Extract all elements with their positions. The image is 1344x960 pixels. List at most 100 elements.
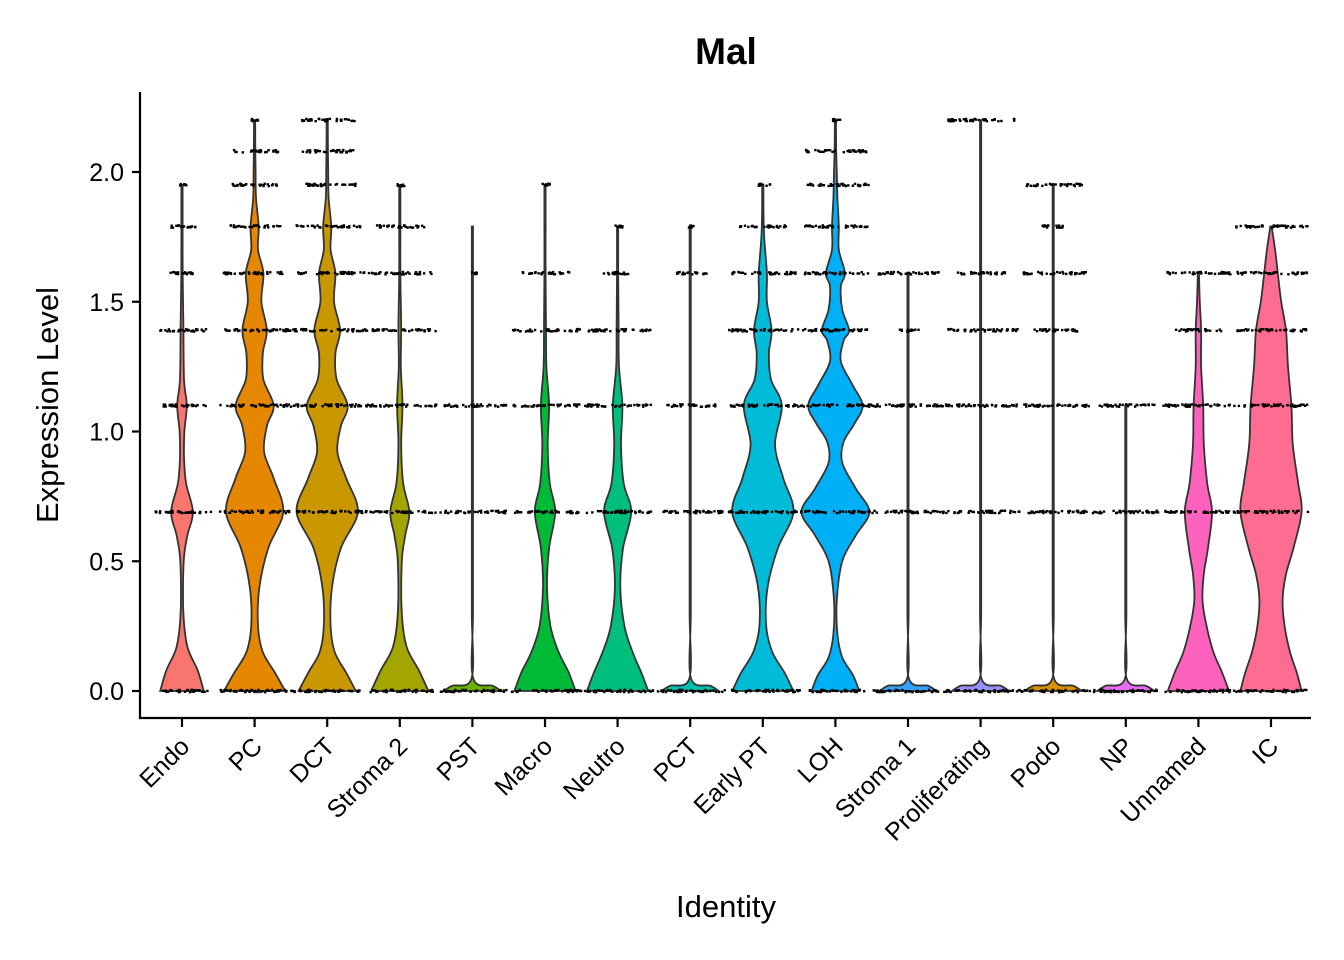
jitter-point	[321, 118, 324, 121]
jitter-point	[990, 403, 994, 407]
jitter-point	[1106, 405, 1110, 408]
jitter-point	[793, 511, 796, 514]
jitter-point	[1108, 690, 1111, 693]
jitter-point	[546, 182, 550, 185]
jitter-point	[551, 330, 555, 333]
jitter-point	[1026, 183, 1029, 186]
jitter-point	[1006, 328, 1009, 331]
jitter-point	[382, 224, 386, 227]
jitter-point	[812, 510, 815, 513]
jitter-point	[333, 690, 337, 693]
jitter-point	[471, 405, 474, 408]
jitter-point	[558, 271, 561, 274]
jitter-point	[933, 272, 936, 275]
jitter-point	[279, 688, 282, 692]
jitter-point	[329, 149, 333, 153]
jitter-point	[793, 690, 797, 693]
jitter-point	[838, 273, 842, 276]
jitter-point	[859, 403, 862, 406]
jitter-point	[899, 510, 903, 513]
jitter-point	[639, 329, 642, 332]
jitter-point	[300, 272, 304, 275]
jitter-point	[916, 689, 919, 693]
jitter-point	[578, 403, 581, 406]
jitter-point	[841, 510, 845, 513]
jitter-point	[708, 510, 711, 514]
jitter-point	[1209, 404, 1212, 408]
jitter-point	[1032, 511, 1036, 515]
jitter-point	[782, 226, 786, 229]
jitter-point	[615, 509, 618, 513]
jitter-point	[1240, 329, 1243, 332]
jitter-point	[1048, 404, 1051, 408]
jitter-point	[529, 328, 532, 331]
jitter-point	[268, 511, 272, 515]
jitter-point	[541, 404, 545, 407]
jitter-point	[1277, 509, 1280, 513]
jitter-point	[547, 403, 550, 406]
jitter-point	[324, 150, 328, 154]
jitter-point	[839, 510, 842, 513]
jitter-point	[171, 511, 174, 514]
jitter-point	[220, 690, 223, 693]
jitter-point	[404, 511, 407, 515]
jitter-point	[755, 403, 759, 406]
jitter-point	[957, 405, 961, 408]
jitter-point	[333, 271, 337, 275]
jitter-point	[257, 330, 260, 333]
jitter-point	[355, 329, 359, 333]
jitter-point	[483, 689, 486, 692]
jitter-point	[1301, 689, 1304, 692]
jitter-point	[498, 511, 501, 514]
jitter-point	[295, 403, 298, 406]
jitter-point	[758, 689, 761, 692]
jitter-point	[540, 272, 544, 275]
jitter-point	[491, 690, 495, 693]
jitter-point	[323, 511, 326, 514]
jitter-point	[813, 404, 816, 407]
jitter-point	[502, 689, 506, 692]
jitter-point	[594, 690, 597, 693]
jitter-point	[1241, 272, 1245, 275]
jitter-point	[1271, 690, 1274, 693]
jitter-point	[434, 329, 437, 333]
jitter-point	[1192, 328, 1195, 331]
jitter-point	[1237, 404, 1241, 408]
jitter-point	[323, 183, 326, 186]
jitter-point	[406, 403, 409, 406]
jitter-point	[467, 405, 471, 408]
jitter-point	[501, 511, 504, 514]
jitter-point	[1208, 272, 1211, 275]
jitter-point	[261, 404, 264, 407]
jitter-point	[780, 511, 783, 515]
jitter-point	[400, 226, 403, 229]
jitter-point	[418, 273, 422, 276]
jitter-point	[831, 225, 834, 229]
jitter-point	[292, 328, 295, 331]
jitter-point	[927, 688, 931, 692]
jitter-point	[238, 689, 241, 692]
jitter-point	[741, 271, 745, 274]
jitter-point	[162, 405, 165, 408]
jitter-point	[1266, 403, 1269, 407]
jitter-point	[286, 328, 289, 331]
jitter-point	[883, 272, 887, 276]
jitter-point	[1186, 405, 1189, 408]
jitter-point	[520, 405, 524, 408]
jitter-point	[486, 689, 489, 692]
jitter-point	[178, 688, 181, 692]
jitter-point	[615, 404, 618, 408]
jitter-point	[473, 510, 477, 514]
jitter-point	[238, 272, 242, 275]
jitter-point	[536, 510, 539, 513]
jitter-point	[1183, 271, 1187, 274]
x-tick-label: PC	[223, 732, 267, 776]
jitter-point	[235, 150, 238, 154]
jitter-point	[804, 327, 807, 331]
jitter-point	[1073, 273, 1077, 276]
jitter-point	[731, 510, 734, 514]
jitter-point	[369, 510, 372, 514]
jitter-point	[1039, 510, 1042, 513]
jitter-point	[1042, 224, 1045, 228]
jitter-point	[993, 689, 996, 692]
